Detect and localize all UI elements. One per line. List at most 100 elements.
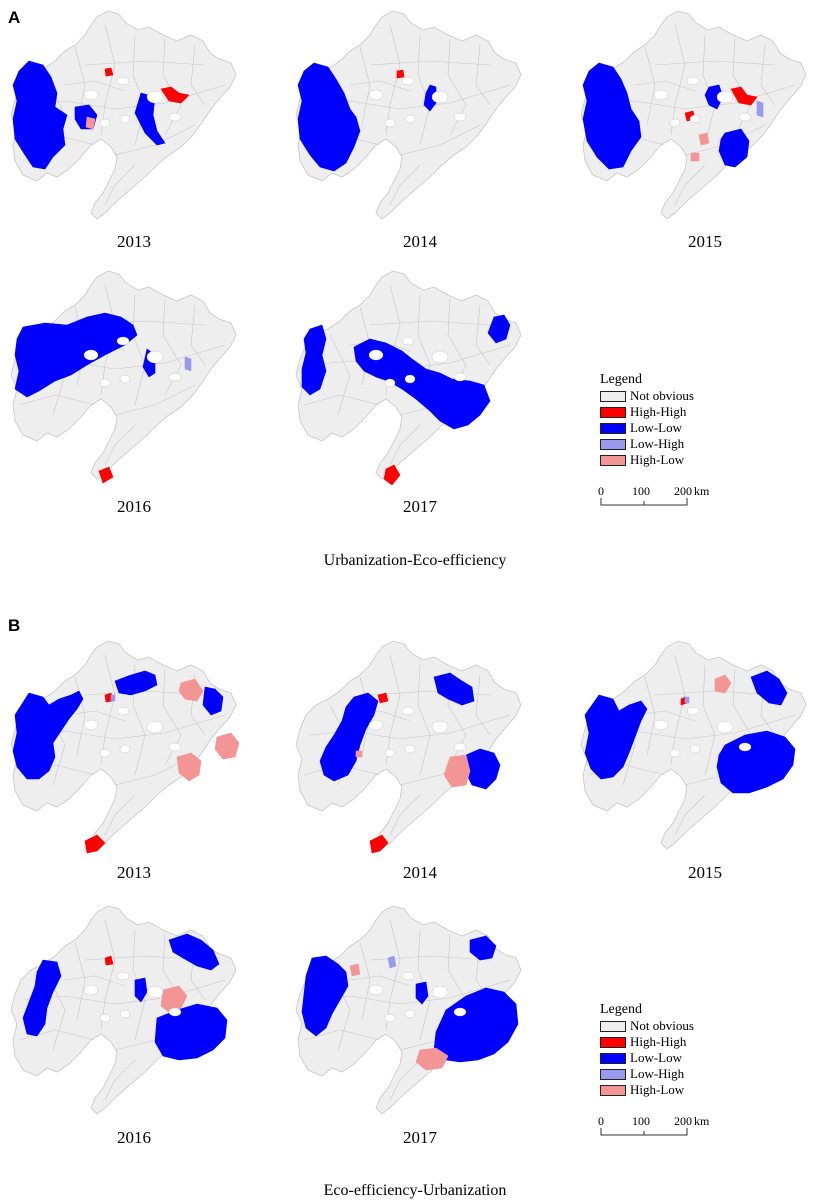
scale-tick-100: 100 [632,1114,650,1128]
county-boundary [104,164,136,206]
swatch-high-high [600,1036,626,1048]
urban-district-hole [83,984,99,996]
urban-district-hole [384,378,396,388]
county-boundary [190,44,206,106]
legend-label: Low-High [630,1066,685,1081]
cluster-region-low-low [297,62,361,172]
year-label-b-2016: 2016 [117,1128,151,1147]
legend-item-not-obvious: Not obvious [600,1019,694,1033]
cluster-region-low-low [704,84,724,110]
urban-district-hole [404,744,416,754]
urban-district-hole [669,748,681,758]
cluster-region-high-high [396,69,405,79]
map-b-2013 [10,640,240,854]
map-a-2016 [10,270,237,484]
urban-district-hole [99,378,111,388]
cluster-region-low-low [415,981,429,1005]
county-boundary [24,979,226,1005]
county-boundary [74,941,86,1021]
county-boundary [18,394,96,406]
caption-a: Urbanization-Eco-efficiency [323,552,507,569]
cluster-region-low-low [469,935,497,961]
legend-item-high-high: High-High [600,1035,686,1049]
cluster-region-high-low [355,750,363,758]
urban-district-hole [119,1009,131,1019]
urban-district-hole [119,114,131,124]
map-b-2014 [295,640,522,854]
cluster-region-high-low [349,963,361,977]
legend-label: Not obvious [630,388,694,403]
legend-label: Not obvious [630,1018,694,1033]
county-boundary [349,975,411,987]
urban-district-hole [404,114,416,124]
urban-district-hole [431,90,449,104]
urban-district-hole [168,742,182,752]
county-boundary [389,424,421,466]
county-boundary [399,124,481,156]
county-boundary [475,44,491,106]
urban-district-hole [401,706,415,716]
panel-b-label: B [8,616,21,635]
cluster-region-high-low [443,754,471,788]
cluster-region-low-high [684,696,690,704]
swatch-high-high [600,406,626,418]
cluster-region-low-low [319,692,379,782]
county-boundary [417,34,431,146]
cluster-region-low-high [756,100,764,118]
legend-item-low-high: Low-High [600,437,684,451]
cluster-region-high-low [176,752,202,782]
county-boundary [644,46,656,126]
legend-label: Low-Low [630,1050,682,1065]
swatch-not-obvious [600,390,626,402]
cluster-region-low-low [718,128,750,168]
scale-bar-line [600,1128,688,1136]
urban-district-hole [368,89,384,101]
urban-district-hole [404,374,416,384]
cluster-region-high-high [730,86,758,106]
urban-district-hole [689,744,701,754]
legend-item-low-low: Low-Low [600,1051,682,1065]
cluster-region-low-low [168,933,220,971]
urban-district-hole [453,372,467,382]
urban-district-hole [401,971,415,981]
map-b-2015 [580,640,807,850]
urban-district-hole [431,985,449,999]
map-a-2015 [580,10,807,220]
urban-district-hole [368,719,384,731]
cluster-region-low-low [353,338,491,430]
cluster-region-low-low [114,670,158,696]
legend-b: Legend Not obvious High-High Low-Low Low… [590,1002,760,1136]
urban-district-hole [738,112,752,122]
county-boundary [389,794,421,836]
swatch-low-low [600,1052,626,1064]
legend-a: Legend Not obvious High-High Low-Low Low… [590,372,760,506]
map-a-2017 [295,270,522,485]
county-boundary [389,164,421,206]
urban-district-hole [119,374,131,384]
cluster-region-high-low [178,678,204,702]
urban-district-hole [83,719,99,731]
swatch-low-high [600,438,626,450]
county-boundary [114,384,196,416]
county-boundary [654,60,776,66]
legend-item-not-obvious: Not obvious [600,389,694,403]
urban-district-hole [146,720,164,734]
cluster-region-high-low [415,1047,449,1071]
legend-item-high-high: High-High [600,405,686,419]
urban-district-hole [146,985,164,999]
county-boundary [104,1059,136,1101]
cluster-region-low-high [184,356,192,372]
legend-label: High-Low [630,452,685,467]
county-boundary [114,124,196,156]
legend-title: Legend [600,372,642,387]
scale-bar: 0 100 200 km [590,1114,760,1154]
urban-district-hole [431,720,449,734]
county-boundary [369,60,491,66]
year-label-b-2014: 2014 [403,863,437,882]
cluster-region-low-low [584,694,648,780]
legend-label: High-High [630,404,687,419]
urban-district-hole [168,112,182,122]
cluster-region-high-high [98,466,114,484]
cluster-region-low-low [301,324,327,396]
county-boundary [190,304,206,366]
